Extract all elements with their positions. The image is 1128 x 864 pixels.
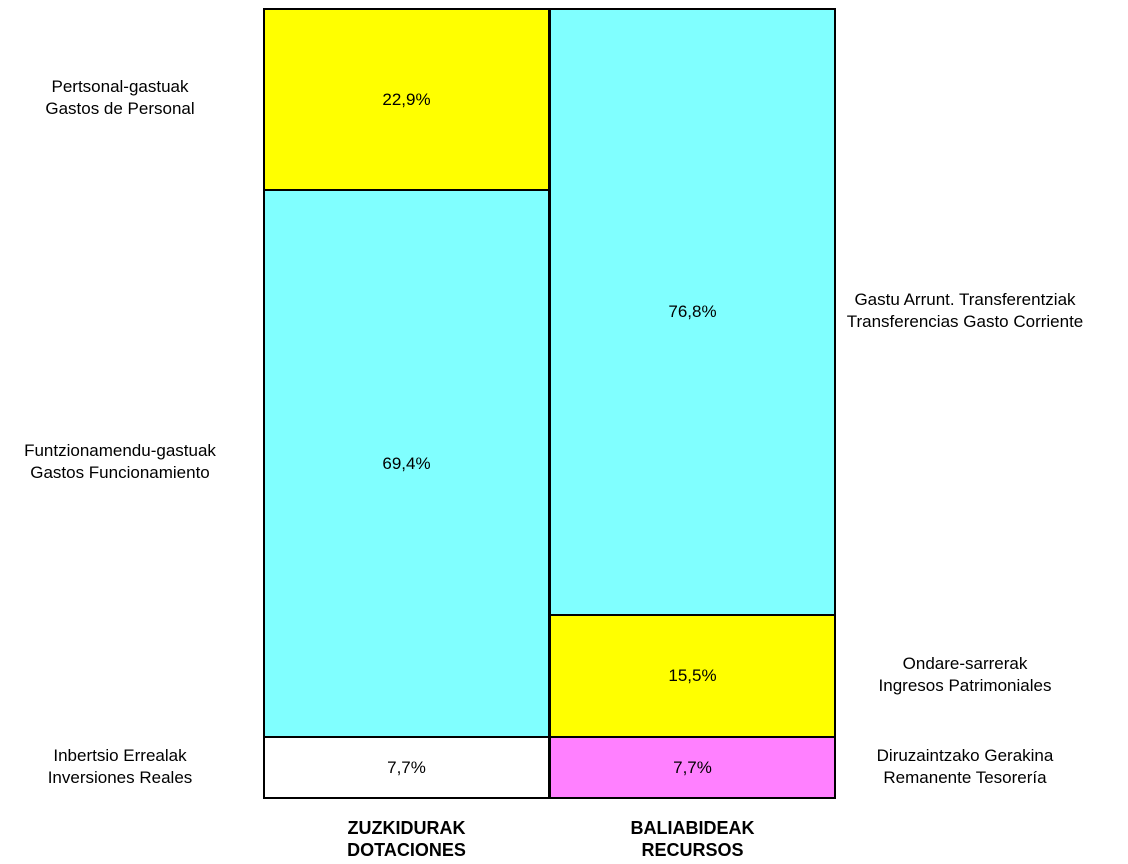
category-basque: ZUZKIDURAK [347, 818, 466, 838]
category-spanish: RECURSOS [641, 840, 744, 860]
column-category-label: ZUZKIDURAK DOTACIONES [263, 817, 550, 861]
label-basque: Pertsonal-gastuak [51, 77, 189, 96]
column-category-label: BALIABIDEAK RECURSOS [549, 817, 836, 861]
data-label: 76,8% [668, 302, 717, 321]
label-basque: Gastu Arrunt. Transferentziak [854, 290, 1076, 309]
segment-category-label: Pertsonal-gastuak Gastos de Personal [0, 76, 280, 120]
category-spanish: DOTACIONES [347, 840, 466, 860]
label-spanish: Inversiones Reales [47, 768, 193, 787]
segment-category-label: Funtzionamendu-gastuak Gastos Funcionamie… [0, 440, 280, 484]
data-label: 7,7% [673, 757, 712, 777]
data-label: 15,5% [668, 666, 717, 685]
segment-category-label: Inbertsio Errealak Inversiones Reales [0, 745, 280, 789]
label-spanish: Ingresos Patrimoniales [878, 676, 1052, 695]
data-label: 69,4% [382, 454, 431, 473]
label-basque: Ondare-sarrerak [902, 654, 1028, 673]
stacked-bar-segment: 69,4% [263, 189, 550, 739]
data-label: 22,9% [382, 89, 431, 109]
data-label: 7,7% [387, 757, 426, 777]
stacked-bar-segment: 76,8% [549, 8, 836, 616]
stacked-bar-segment: 15,5% [549, 614, 836, 738]
segment-category-label: Gastu Arrunt. Transferentziak Transferenc… [805, 289, 1125, 333]
label-basque: Diruzaintzako Gerakina [876, 746, 1054, 765]
label-spanish: Gastos de Personal [45, 99, 195, 118]
stacked-bar-segment: 7,7% [263, 736, 550, 799]
label-basque: Inbertsio Errealak [53, 746, 187, 765]
segment-category-label: Diruzaintzako Gerakina Remanente Tesorerí… [805, 745, 1125, 789]
stacked-bar-segment: 22,9% [263, 8, 550, 191]
stacked-bar-segment: 7,7% [549, 736, 836, 799]
category-basque: BALIABIDEAK [630, 818, 755, 838]
label-spanish: Transferencias Gasto Corriente [846, 312, 1084, 331]
label-spanish: Remanente Tesorería [883, 768, 1047, 787]
label-basque: Funtzionamendu-gastuak [24, 441, 216, 460]
label-spanish: Gastos Funcionamiento [30, 463, 210, 482]
segment-category-label: Ondare-sarrerak Ingresos Patrimoniales [805, 653, 1125, 697]
